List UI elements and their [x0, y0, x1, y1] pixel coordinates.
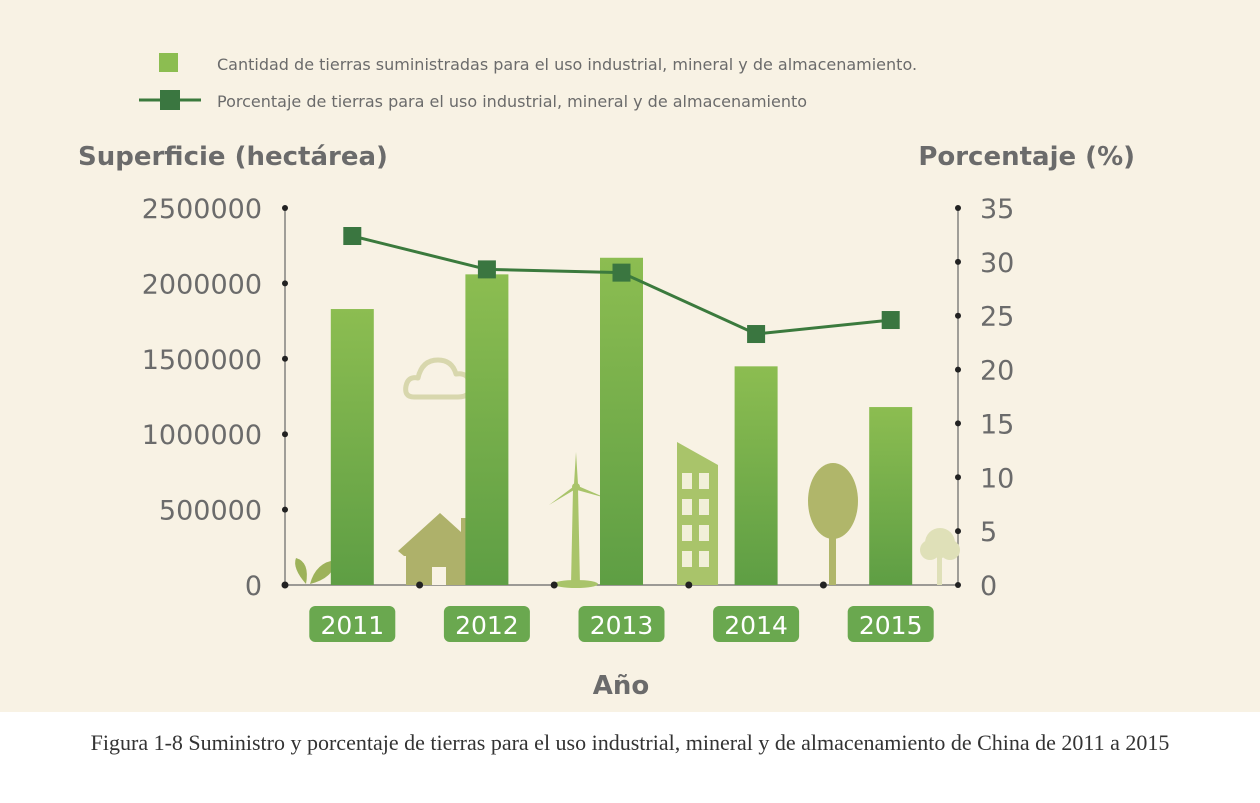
- right-tick-dot: [955, 258, 961, 265]
- decorations: [295, 357, 960, 588]
- left-axis-title: Superficie (hectárea): [78, 142, 388, 172]
- legend-bar-swatch: [159, 53, 178, 72]
- left-tick-dot: [282, 205, 288, 211]
- right-tick-label: 35: [980, 194, 1014, 225]
- year-badge: 2012: [443, 606, 530, 642]
- x-tick-dot: [550, 581, 558, 589]
- year-badge-bg: [713, 606, 800, 642]
- right-tick-dot: [955, 312, 961, 319]
- year-label: 2015: [859, 611, 923, 640]
- bar: [869, 407, 913, 585]
- year-label: 2013: [590, 611, 654, 640]
- year-badge-bg: [578, 606, 665, 642]
- sprout-icon: [295, 558, 336, 584]
- wind-turbine-icon: [549, 452, 606, 588]
- legend-line-label: Porcentaje de tierras para el uso indust…: [217, 92, 807, 111]
- year-badge: 2011: [309, 606, 396, 642]
- left-tick-dot: [282, 431, 288, 438]
- x-axis-title: Año: [593, 671, 650, 701]
- x-axis-tick-dots: [281, 581, 827, 589]
- small-tree-icon: [920, 528, 960, 585]
- tree-icon: [808, 463, 858, 585]
- right-tick-label: 0: [980, 571, 997, 602]
- chart: Cantidad de tierras suministradas para e…: [78, 53, 1135, 701]
- right-tick-dot: [955, 205, 961, 211]
- year-label: 2011: [320, 611, 384, 640]
- right-tick-dot: [955, 474, 961, 481]
- bar-series: [330, 257, 913, 585]
- right-tick-dot: [955, 582, 961, 588]
- left-tick-dot: [282, 355, 288, 362]
- left-tick-label: 1000000: [142, 420, 262, 451]
- right-tick-label: 30: [980, 248, 1014, 279]
- left-tick-label: 0: [245, 571, 262, 602]
- right-tick-dot: [955, 528, 961, 535]
- line-series: [343, 227, 900, 344]
- line-marker: [477, 260, 496, 279]
- left-tick-label: 2500000: [142, 194, 262, 225]
- bar: [465, 274, 509, 585]
- line-marker: [747, 325, 766, 344]
- left-tick-label: 500000: [159, 496, 262, 527]
- right-axis-ticks: 35 30 25 20 15 10 5 0: [955, 194, 1014, 602]
- right-tick-dot: [955, 420, 961, 427]
- legend-bar-label: Cantidad de tierras suministradas para e…: [217, 55, 917, 74]
- x-tick-dot: [416, 581, 424, 589]
- cloud-icon: [403, 357, 473, 400]
- year-badge: 2013: [578, 606, 665, 642]
- line-marker: [343, 227, 362, 246]
- right-axis-title: Porcentaje (%): [918, 142, 1135, 172]
- year-label: 2014: [724, 611, 788, 640]
- left-tick-label: 2000000: [142, 269, 262, 300]
- bar: [734, 366, 778, 585]
- figure-caption: Figura 1-8 Suministro y porcentaje de ti…: [90, 730, 1170, 755]
- right-tick-dot: [955, 366, 961, 373]
- right-tick-label: 10: [980, 463, 1014, 494]
- house-icon: [398, 513, 482, 585]
- year-label: 2012: [455, 611, 519, 640]
- line-marker: [881, 311, 900, 330]
- year-badge: 2014: [713, 606, 800, 642]
- legend-line-marker: [160, 90, 180, 110]
- right-tick-label: 15: [980, 409, 1014, 440]
- x-tick-dot: [685, 581, 693, 589]
- year-badge-bg: [309, 606, 396, 642]
- left-tick-label: 1500000: [142, 345, 262, 376]
- year-badge-bg: [847, 606, 934, 642]
- right-tick-label: 20: [980, 356, 1014, 387]
- x-axis-tick-labels: 2011 2012 2013 2014 2015: [309, 606, 934, 642]
- x-tick-dot: [281, 581, 289, 589]
- bar: [600, 257, 643, 585]
- line-marker: [612, 263, 631, 282]
- building-icon: [677, 442, 718, 585]
- year-badge-bg: [443, 606, 530, 642]
- bar: [330, 309, 374, 585]
- left-tick-dot: [282, 506, 288, 513]
- right-tick-label: 25: [980, 302, 1014, 333]
- x-tick-dot: [819, 581, 827, 589]
- year-badge: 2015: [847, 606, 934, 642]
- left-tick-dot: [282, 280, 288, 287]
- right-tick-label: 5: [980, 517, 997, 548]
- left-axis-ticks: 2500000 2000000 1500000 1000000 500000 0: [142, 194, 288, 602]
- legend: Cantidad de tierras suministradas para e…: [139, 53, 917, 111]
